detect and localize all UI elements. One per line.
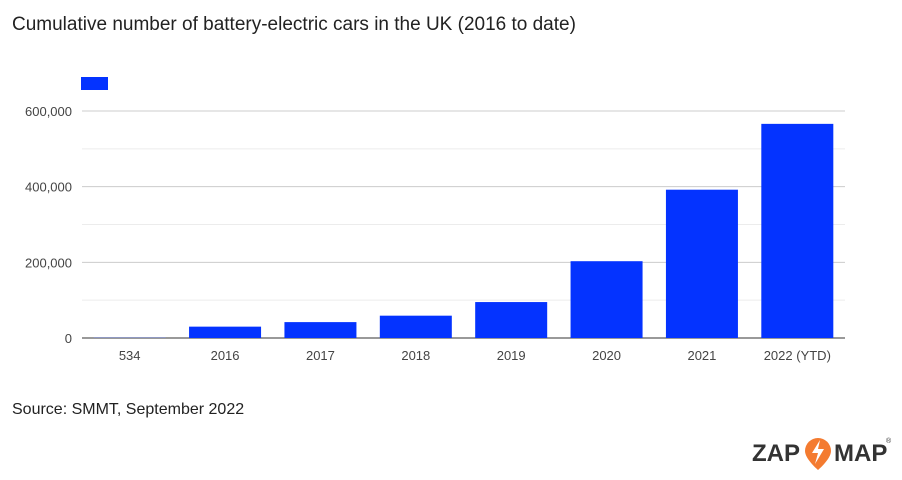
x-tick-label: 2021: [687, 348, 716, 363]
bar-2022-ytd-: [761, 123, 834, 338]
lightning-pin-icon: [805, 438, 831, 470]
x-tick-label: 2018: [401, 348, 430, 363]
bar-2021: [665, 189, 738, 338]
x-tick-label: 2022 (YTD): [764, 348, 831, 363]
x-tick-label: 2017: [306, 348, 335, 363]
logo-text-left: ZAP: [752, 440, 800, 467]
y-tick-label: 200,000: [25, 255, 72, 270]
logo-text-right: MAP: [834, 440, 887, 467]
x-tick-label: 2020: [592, 348, 621, 363]
source-note: Source: SMMT, September 2022: [12, 401, 245, 418]
y-axis-labels: 0 200,000 400,000 600,000: [25, 104, 72, 346]
bar-2019: [475, 302, 548, 338]
x-tick-label: 2019: [497, 348, 526, 363]
bar-2020: [570, 261, 643, 338]
y-tick-label: 400,000: [25, 180, 72, 195]
bar-2018: [379, 315, 452, 338]
x-axis-labels: 534 2016 2017 2018 2019 2020 2021 2022 (YTD): [119, 348, 831, 363]
zapmap-logo: ZAP MAP ®: [752, 437, 892, 470]
registered-mark: ®: [886, 437, 892, 445]
x-tick-label: 2016: [211, 348, 240, 363]
chart-title: Cumulative number of battery-electric ca…: [12, 14, 576, 35]
bar-2016: [189, 326, 262, 338]
x-tick-label: 534: [119, 348, 141, 363]
bars: [93, 123, 834, 338]
y-tick-label: 600,000: [25, 104, 72, 119]
legend-swatch: [81, 77, 108, 90]
bar-chart: 0 200,000 400,000 600,000 534 2016 2017 2018 20…: [25, 104, 845, 363]
y-tick-label: 0: [65, 331, 72, 346]
bar-2017: [284, 322, 357, 338]
